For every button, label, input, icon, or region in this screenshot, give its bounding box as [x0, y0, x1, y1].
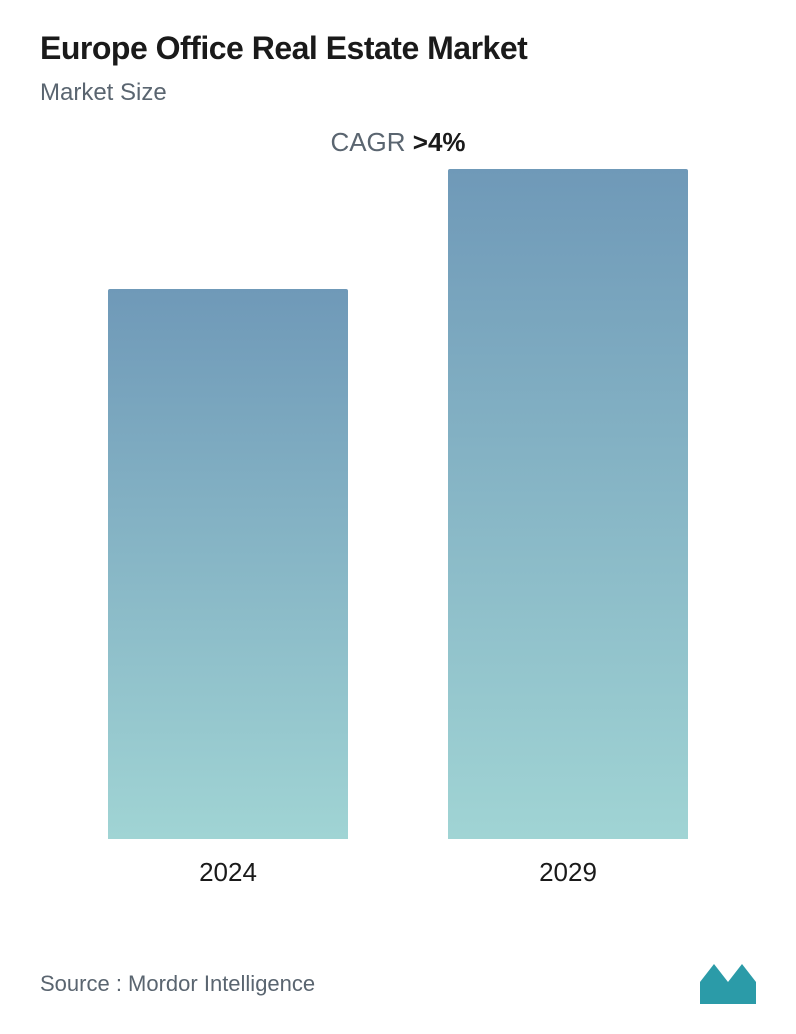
bar-label: 2024: [199, 857, 257, 888]
chart-footer: Source : Mordor Intelligence: [40, 964, 756, 1004]
cagr-value: >4%: [413, 127, 466, 157]
bar-group: 2029: [448, 169, 688, 888]
source-attribution: Source : Mordor Intelligence: [40, 971, 315, 997]
bar: [448, 169, 688, 839]
chart-title: Europe Office Real Estate Market: [40, 30, 756, 67]
bar-chart: 2024 2029: [40, 208, 756, 888]
chart-subtitle: Market Size: [40, 79, 756, 107]
bar-group: 2024: [108, 289, 348, 888]
cagr-label: CAGR: [330, 127, 412, 157]
chart-container: Europe Office Real Estate Market Market …: [0, 0, 796, 1034]
cagr-indicator: CAGR >4%: [40, 127, 756, 158]
bar: [108, 289, 348, 839]
mordor-logo-icon: [700, 964, 756, 1004]
bar-label: 2029: [539, 857, 597, 888]
